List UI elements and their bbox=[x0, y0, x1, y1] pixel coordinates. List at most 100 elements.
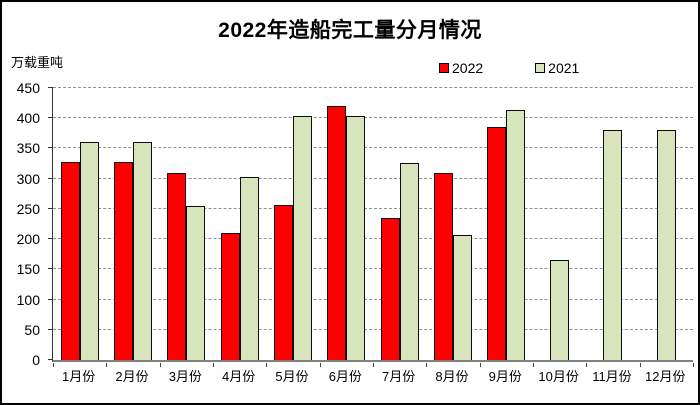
x-tick-label: 3月份 bbox=[168, 369, 202, 384]
x-axis-tick bbox=[159, 363, 161, 367]
bar-group-10月份 bbox=[533, 88, 586, 360]
y-axis-tick bbox=[48, 359, 53, 360]
y-tick-label: 150 bbox=[16, 261, 40, 278]
bar-group-4月份 bbox=[213, 88, 266, 360]
bar-2021-12月份 bbox=[656, 129, 676, 360]
bar-group-7月份 bbox=[373, 88, 426, 360]
gridline bbox=[53, 177, 693, 179]
gridline bbox=[53, 147, 693, 149]
y-tick-label: 250 bbox=[16, 200, 40, 217]
y-tick-label: 450 bbox=[16, 80, 40, 96]
x-axis-tick bbox=[479, 363, 481, 367]
bar-2021-5月份 bbox=[292, 115, 312, 360]
x-axis-tick bbox=[319, 363, 321, 367]
bar-2022-8月份 bbox=[433, 173, 453, 360]
x-axis-tick bbox=[373, 363, 374, 367]
legend: 2022 2021 bbox=[439, 60, 579, 76]
x-tick-label: 11月份 bbox=[592, 369, 632, 384]
y-tick-label: 0 bbox=[32, 352, 40, 368]
bar-group-1月份 bbox=[53, 88, 106, 360]
y-axis-tick bbox=[48, 117, 53, 119]
bar-group-3月份 bbox=[160, 88, 213, 360]
bar-2021-9月份 bbox=[506, 109, 526, 360]
y-axis-tick bbox=[48, 238, 53, 240]
x-axis-tick bbox=[266, 363, 268, 367]
legend-item-2021: 2021 bbox=[535, 60, 579, 76]
y-tick-label: 350 bbox=[16, 140, 40, 157]
bar-group-12月份 bbox=[640, 88, 693, 360]
bar-group-5月份 bbox=[266, 88, 319, 360]
y-tick-label: 100 bbox=[16, 291, 40, 308]
legend-label-2021: 2021 bbox=[548, 60, 580, 76]
gridline bbox=[53, 87, 693, 88]
bar-2021-3月份 bbox=[186, 205, 206, 360]
x-tick-label: 5月份 bbox=[275, 369, 309, 384]
x-tick-label: 1月份 bbox=[62, 369, 96, 384]
x-tick-label: 9月份 bbox=[488, 369, 522, 384]
bar-2021-2月份 bbox=[132, 141, 152, 360]
gridline bbox=[53, 298, 693, 300]
bar-2022-5月份 bbox=[273, 205, 293, 360]
y-tick-label: 300 bbox=[16, 170, 40, 187]
bar-group-8月份 bbox=[426, 88, 479, 360]
y-axis-tick bbox=[48, 177, 53, 179]
bar-2022-3月份 bbox=[167, 173, 187, 360]
x-tick-label: 10月份 bbox=[538, 369, 579, 384]
x-tick-label: 7月份 bbox=[382, 369, 416, 384]
chart-title: 2022年造船完工量分月情况 bbox=[218, 19, 482, 42]
bar-2021-7月份 bbox=[399, 162, 419, 360]
x-axis-tick bbox=[639, 363, 641, 367]
y-tick-label: 50 bbox=[24, 321, 40, 338]
bar-2021-6月份 bbox=[346, 115, 366, 360]
x-axis-tick bbox=[426, 363, 428, 367]
bar-2022-6月份 bbox=[327, 105, 347, 360]
x-tick-label: 12月份 bbox=[645, 369, 686, 384]
bar-2022-2月份 bbox=[113, 162, 133, 360]
legend-swatch-2021-icon bbox=[535, 63, 546, 73]
bar-2022-1月份 bbox=[60, 162, 80, 360]
y-axis-unit-label: 万载重吨 bbox=[11, 55, 64, 70]
bar-2021-1月份 bbox=[79, 141, 99, 360]
bar-group-11月份 bbox=[586, 88, 639, 360]
x-axis-tick bbox=[533, 363, 534, 367]
x-axis-tick bbox=[693, 363, 694, 367]
legend-item-2022: 2022 bbox=[439, 60, 483, 76]
gridline bbox=[53, 268, 693, 270]
bar-2022-4月份 bbox=[220, 233, 240, 360]
x-axis-tick bbox=[53, 363, 54, 367]
y-tick-label: 400 bbox=[16, 110, 40, 127]
legend-label-2022: 2022 bbox=[452, 60, 484, 76]
y-axis: 0 50 100 150 200 250 300 350 400 450 bbox=[2, 80, 46, 368]
plot-area bbox=[48, 87, 694, 367]
bar-2021-8月份 bbox=[452, 234, 472, 360]
y-tick-label: 200 bbox=[16, 231, 40, 248]
x-axis-tick bbox=[213, 363, 214, 367]
bar-2022-7月份 bbox=[380, 217, 400, 360]
bar-2021-10月份 bbox=[550, 259, 570, 360]
bar-group-6月份 bbox=[320, 88, 373, 360]
x-tick-label: 4月份 bbox=[222, 369, 256, 384]
y-axis-tick bbox=[48, 87, 53, 88]
gridline bbox=[53, 207, 693, 209]
y-axis-tick bbox=[48, 207, 53, 209]
x-tick-label: 6月份 bbox=[328, 369, 362, 384]
bar-2022-9月份 bbox=[487, 126, 507, 360]
y-axis-tick bbox=[48, 298, 53, 300]
bar-group-2月份 bbox=[106, 88, 159, 360]
x-axis-tick bbox=[586, 363, 588, 367]
x-tick-label: 2月份 bbox=[115, 369, 149, 384]
bar-2021-11月份 bbox=[603, 129, 623, 360]
legend-swatch-2022-icon bbox=[439, 63, 449, 73]
gridline bbox=[53, 328, 693, 330]
y-axis-tick bbox=[48, 328, 53, 330]
y-axis-tick bbox=[48, 268, 53, 270]
bar-group-9月份 bbox=[480, 88, 533, 360]
x-axis-tick bbox=[106, 363, 108, 367]
bar-groups bbox=[53, 88, 693, 360]
x-tick-label: 8月份 bbox=[435, 369, 469, 384]
bar-2021-4月份 bbox=[239, 177, 259, 360]
x-axis-labels: 1月份 2月份 3月份 4月份 5月份 6月份 7月份 8月份 9月份 10月份 11月份 12月份 bbox=[52, 366, 692, 385]
gridline bbox=[53, 238, 693, 240]
gridline bbox=[53, 117, 693, 119]
